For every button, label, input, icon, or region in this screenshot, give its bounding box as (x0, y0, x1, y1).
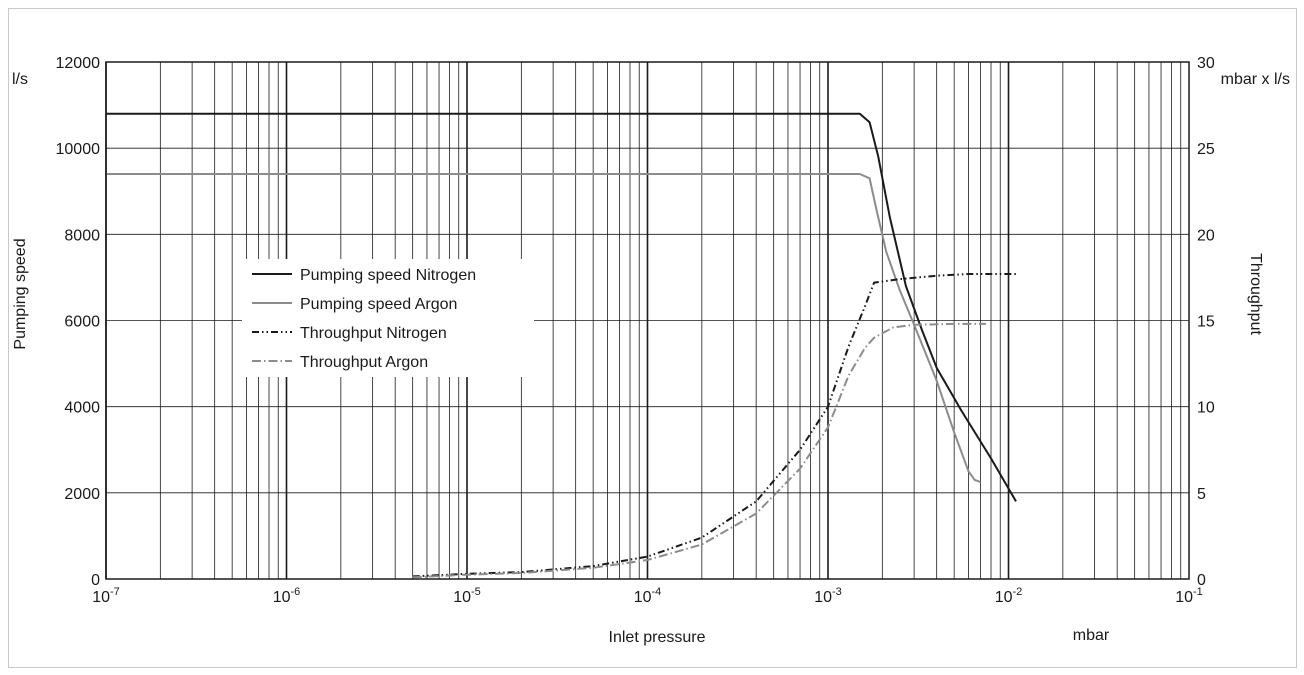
plot-border (105, 61, 1190, 580)
y-left-tick-label: 8000 (64, 227, 100, 244)
left-unit-label: l/s (12, 71, 28, 88)
y-left-tick-label: 6000 (64, 314, 100, 331)
right-axis-title: Throughput (1247, 253, 1264, 335)
legend-label: Pumping speed Argon (300, 296, 457, 313)
x-tick-label: 10-1 (1175, 586, 1203, 606)
x-tick-label: 10-2 (995, 586, 1023, 606)
y-right-tick-label: 5 (1197, 486, 1206, 503)
x-tick-label: 10-7 (92, 586, 120, 606)
chart-frame: 0 2000 4000 6000 8000 10000 12000 0 5 10 15 20 25 30 1… (8, 8, 1297, 668)
x-tick-label: 10-5 (453, 586, 481, 606)
series-line-pumping-speed-nitrogen (106, 112, 1017, 502)
x-tick-label: 10-6 (273, 586, 301, 606)
y-right-tick-label: 15 (1197, 314, 1215, 331)
right-unit-label: mbar x l/s (1221, 71, 1290, 88)
y-right-tick-label: 20 (1197, 227, 1215, 244)
y-left-tick-label: 12000 (56, 55, 101, 72)
legend: Pumping speed Nitrogen Pumping speed Argo… (242, 259, 534, 377)
y-left-tick-label: 10000 (56, 141, 101, 158)
legend-background (242, 259, 534, 377)
x-axis-title: Inlet pressure (609, 629, 706, 646)
legend-label: Throughput Argon (300, 354, 428, 371)
x-unit-label: mbar (1073, 627, 1110, 644)
legend-label: Pumping speed Nitrogen (300, 267, 476, 284)
axes (105, 61, 1190, 580)
series-lines (106, 112, 1017, 579)
y-left-tick-label: 4000 (64, 400, 100, 417)
x-tick-label: 10-3 (814, 586, 842, 606)
legend-label: Throughput Nitrogen (300, 325, 447, 342)
y-right-tick-label: 0 (1197, 572, 1206, 589)
y-right-tick-label: 10 (1197, 400, 1215, 417)
series-line-pumping-speed-argon (106, 173, 981, 484)
pumping-speed-chart: 0 2000 4000 6000 8000 10000 12000 0 5 10 15 20 25 30 1… (12, 55, 1290, 646)
series-line-throughput-argon (412, 322, 986, 579)
y-left-tick-label: 2000 (64, 486, 100, 503)
left-axis-title: Pumping speed (12, 238, 29, 349)
x-tick-label: 10-4 (634, 586, 662, 606)
y-right-tick-label: 25 (1197, 141, 1215, 158)
tick-labels: 0 2000 4000 6000 8000 10000 12000 0 5 10 15 20 25 30 1… (56, 55, 1215, 606)
series-line-throughput-nitrogen (412, 273, 1016, 578)
y-right-tick-label: 30 (1197, 55, 1215, 72)
y-left-tick-label: 0 (91, 572, 100, 589)
